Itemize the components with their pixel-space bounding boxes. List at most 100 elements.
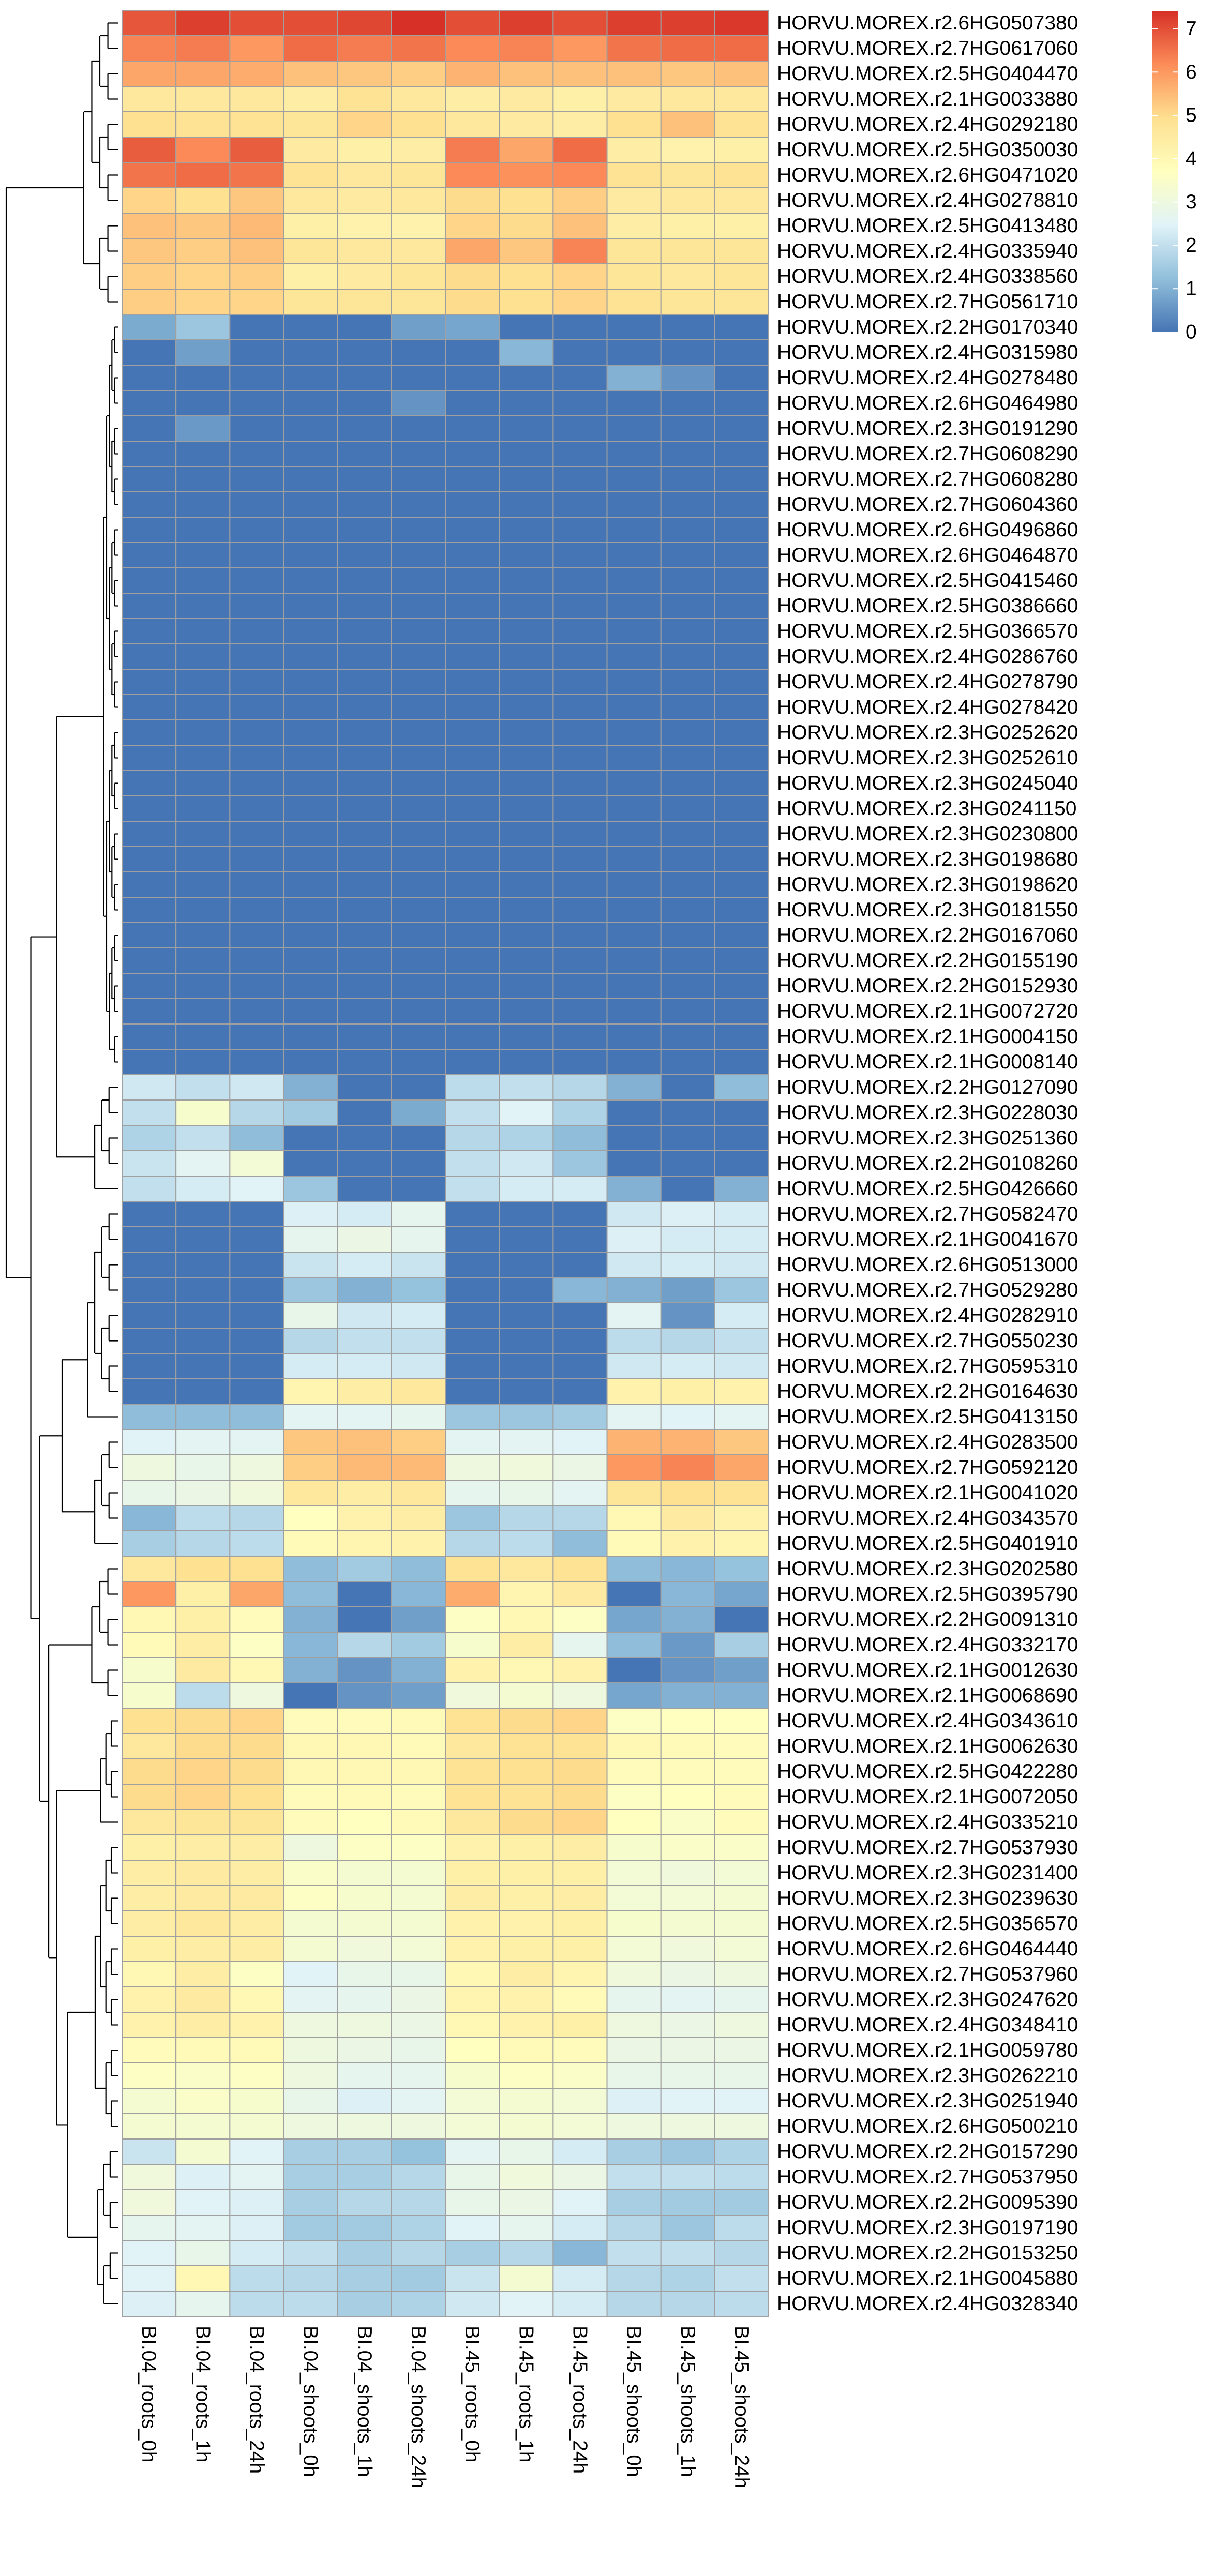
heatmap-cell xyxy=(499,643,554,670)
heatmap-cell xyxy=(391,1784,446,1810)
heatmap-cell xyxy=(445,517,500,543)
heatmap-cell xyxy=(714,1023,770,1050)
heatmap-cell xyxy=(714,1733,770,1759)
heatmap-cell xyxy=(499,1480,554,1506)
heatmap-cell xyxy=(391,871,446,898)
heatmap-cell xyxy=(660,2088,715,2114)
heatmap-cell xyxy=(552,745,608,771)
heatmap-cell xyxy=(552,1049,608,1075)
heatmap-cell xyxy=(606,2138,662,2165)
heatmap-cell xyxy=(283,289,338,315)
heatmap-cell xyxy=(714,1378,770,1405)
heatmap-cell xyxy=(122,770,177,796)
heatmap-cell xyxy=(552,1530,608,1557)
heatmap-cell xyxy=(499,1936,554,1962)
heatmap-cell xyxy=(391,2012,446,2038)
heatmap-cell xyxy=(660,1758,715,1785)
row-dendrogram xyxy=(5,22,118,2304)
heatmap-cell xyxy=(660,1302,715,1329)
heatmap-cell xyxy=(552,947,608,974)
heatmap-cell xyxy=(122,238,177,264)
heatmap-cell xyxy=(499,618,554,644)
row-label: HORVU.MOREX.r2.3HG0252620 xyxy=(777,721,1078,744)
heatmap-cell xyxy=(122,2062,177,2089)
heatmap-cell xyxy=(606,593,662,619)
heatmap-cell xyxy=(122,1226,177,1253)
heatmap-cell xyxy=(499,922,554,948)
heatmap-cell xyxy=(283,187,338,214)
heatmap-cell xyxy=(283,1480,338,1506)
heatmap-cell xyxy=(445,1733,500,1759)
heatmap-cell xyxy=(606,1277,662,1303)
row-label: HORVU.MOREX.r2.4HG0282910 xyxy=(777,1304,1078,1327)
heatmap-cell xyxy=(660,1910,715,1937)
heatmap-cell xyxy=(175,390,231,416)
heatmap-cell xyxy=(122,871,177,898)
heatmap-cell xyxy=(283,1986,338,2013)
heatmap-cell xyxy=(445,1023,500,1050)
heatmap-cell xyxy=(445,1099,500,1126)
heatmap-cell xyxy=(229,618,284,644)
heatmap-cell xyxy=(552,238,608,264)
heatmap-cell xyxy=(283,1632,338,1658)
heatmap-cell xyxy=(606,1074,662,1101)
heatmap-cell xyxy=(175,846,231,872)
heatmap-cell xyxy=(175,1429,231,1455)
heatmap-cell xyxy=(283,441,338,467)
heatmap-cell xyxy=(606,1176,662,1202)
heatmap-cell xyxy=(391,213,446,239)
heatmap-cell xyxy=(499,137,554,163)
heatmap-cell xyxy=(122,2291,177,2317)
heatmap-cell xyxy=(714,1784,770,1810)
heatmap-cell xyxy=(122,1530,177,1557)
row-label: HORVU.MOREX.r2.7HG0537960 xyxy=(777,1963,1078,1985)
heatmap-cell xyxy=(229,643,284,670)
heatmap-cell xyxy=(606,1125,662,1151)
heatmap-cell xyxy=(714,1328,770,1354)
heatmap-cell xyxy=(337,2164,392,2190)
heatmap-cell xyxy=(337,2189,392,2216)
heatmap-cell xyxy=(175,1556,231,1582)
row-label: HORVU.MOREX.r2.2HG0155190 xyxy=(777,950,1078,972)
heatmap-cell xyxy=(445,2012,500,2038)
heatmap-cell xyxy=(660,2189,715,2216)
heatmap-cell xyxy=(606,1986,662,2013)
heatmap-cell xyxy=(122,86,177,112)
heatmap-cell xyxy=(714,1150,770,1177)
heatmap-cell xyxy=(660,35,715,62)
heatmap-cell xyxy=(391,1860,446,1886)
heatmap-cell xyxy=(283,719,338,746)
heatmap-cell xyxy=(660,415,715,442)
heatmap-cell xyxy=(229,2012,284,2038)
heatmap-cell xyxy=(445,2240,500,2266)
heatmap-cell xyxy=(660,2240,715,2266)
heatmap-cell xyxy=(337,1302,392,1329)
heatmap-cell xyxy=(499,1150,554,1177)
heatmap-cell xyxy=(714,1606,770,1633)
heatmap-cell xyxy=(283,1885,338,1911)
heatmap-cell xyxy=(552,1606,608,1633)
heatmap-cell xyxy=(660,1201,715,1227)
heatmap-cell xyxy=(229,871,284,898)
heatmap-cell xyxy=(229,1277,284,1303)
heatmap-cell xyxy=(445,1150,500,1177)
heatmap-cell xyxy=(606,2164,662,2190)
heatmap-cell xyxy=(606,314,662,340)
column-label: BI.04_shoots_1h xyxy=(353,2326,376,2477)
heatmap-cell xyxy=(391,187,446,214)
heatmap-cell xyxy=(714,263,770,290)
heatmap-cell xyxy=(122,517,177,543)
heatmap-cell xyxy=(337,1657,392,1683)
heatmap-cell xyxy=(552,694,608,720)
heatmap-cell xyxy=(499,1784,554,1810)
heatmap-cell xyxy=(175,719,231,746)
heatmap-cell xyxy=(122,719,177,746)
heatmap-cell xyxy=(445,1505,500,1531)
heatmap-cell xyxy=(714,2189,770,2216)
heatmap-cell xyxy=(337,1910,392,1937)
heatmap-cell xyxy=(499,2012,554,2038)
heatmap-cell xyxy=(714,719,770,746)
row-label: HORVU.MOREX.r2.6HG0464980 xyxy=(777,392,1078,414)
heatmap-cell xyxy=(391,517,446,543)
heatmap-cell xyxy=(552,1074,608,1101)
